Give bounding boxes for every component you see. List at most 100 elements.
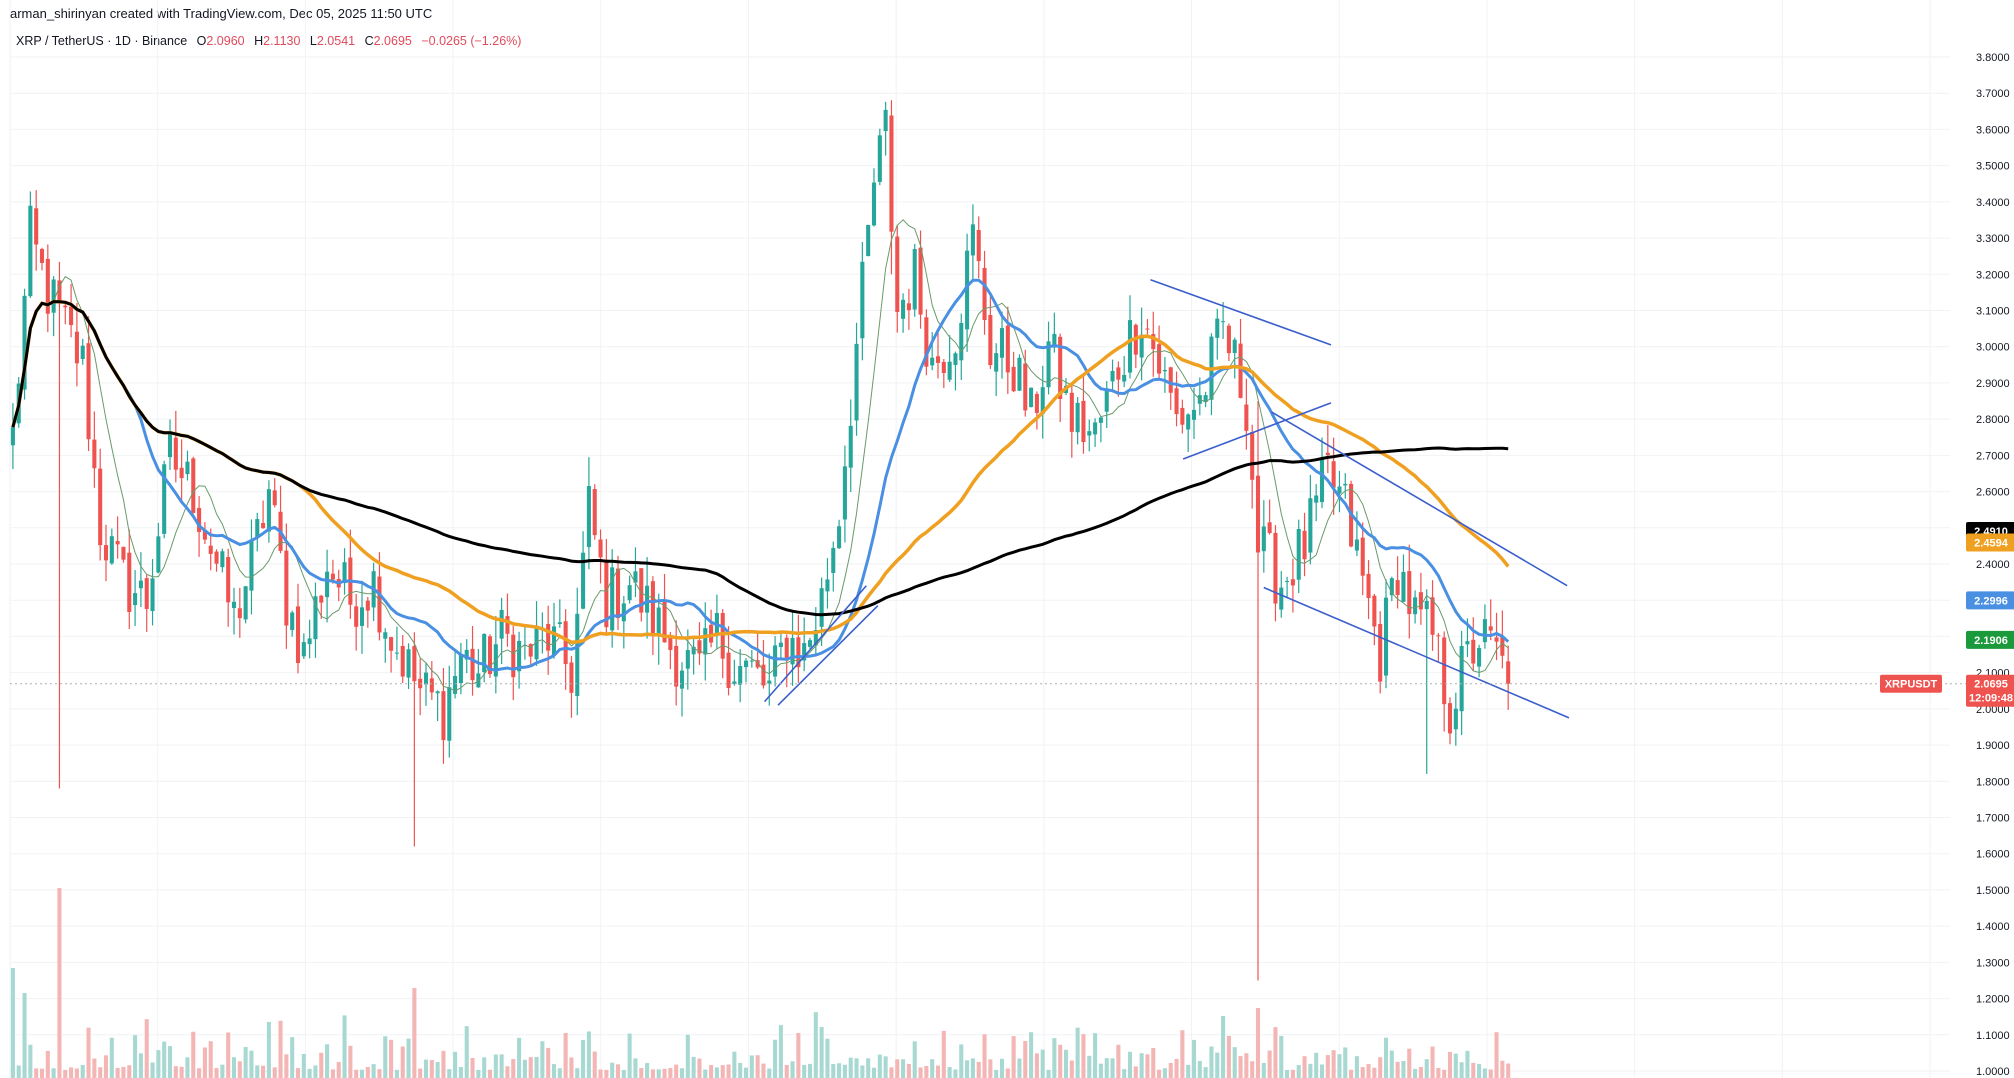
candle-body[interactable]: [1087, 431, 1092, 436]
candle-body[interactable]: [1337, 486, 1342, 494]
candle-body[interactable]: [377, 576, 382, 633]
candle-body[interactable]: [359, 607, 365, 626]
candle-body[interactable]: [976, 229, 981, 262]
candle-body[interactable]: [615, 568, 621, 619]
candle-body[interactable]: [1250, 431, 1255, 480]
candle-body[interactable]: [743, 660, 749, 668]
candle-body[interactable]: [197, 507, 202, 532]
candle-body[interactable]: [237, 608, 242, 619]
candle-body[interactable]: [394, 652, 399, 654]
trendline[interactable]: [1182, 402, 1332, 460]
candle-body[interactable]: [773, 645, 778, 677]
candle-body[interactable]: [86, 343, 91, 440]
candle-body[interactable]: [1162, 369, 1167, 372]
candle-body[interactable]: [266, 489, 271, 532]
candle-body[interactable]: [220, 551, 225, 568]
trendline[interactable]: [1150, 278, 1332, 346]
candle-body[interactable]: [935, 356, 941, 363]
candle-body[interactable]: [354, 606, 359, 627]
candle-body[interactable]: [1430, 597, 1435, 635]
candle-body[interactable]: [1424, 600, 1429, 610]
candle-body[interactable]: [674, 645, 679, 687]
candle-body[interactable]: [1040, 387, 1045, 414]
candle-body[interactable]: [226, 556, 231, 603]
symbol-label[interactable]: XRP / TetherUS · 1D · Binance: [16, 34, 188, 48]
candle-body[interactable]: [813, 630, 818, 646]
candle-body[interactable]: [534, 625, 539, 660]
candle-body[interactable]: [994, 353, 999, 372]
candle-body[interactable]: [557, 622, 562, 625]
candle-body[interactable]: [592, 489, 597, 536]
candle-body[interactable]: [1191, 409, 1197, 420]
candle-body[interactable]: [464, 649, 469, 660]
candle-body[interactable]: [261, 522, 266, 529]
candle-body[interactable]: [1325, 452, 1330, 455]
candle-body[interactable]: [383, 632, 388, 639]
trendline[interactable]: [763, 585, 867, 703]
candle-body[interactable]: [848, 425, 853, 468]
candle-body[interactable]: [1046, 341, 1051, 388]
candle-body[interactable]: [912, 249, 917, 310]
candle-body[interactable]: [144, 578, 149, 609]
candle-body[interactable]: [470, 648, 475, 681]
candle-body[interactable]: [243, 586, 248, 620]
candle-body[interactable]: [330, 573, 335, 580]
candle-body[interactable]: [1372, 595, 1377, 627]
candle-body[interactable]: [807, 640, 813, 647]
candle-body[interactable]: [429, 678, 434, 693]
candle-body[interactable]: [208, 545, 213, 554]
candle-body[interactable]: [947, 361, 952, 380]
candle-body[interactable]: [656, 607, 661, 637]
candle-body[interactable]: [1302, 530, 1307, 560]
candle-body[interactable]: [1442, 637, 1447, 705]
candle-body[interactable]: [1075, 402, 1080, 433]
candle-body[interactable]: [1232, 339, 1237, 353]
candle-body[interactable]: [121, 546, 126, 560]
candle-body[interactable]: [63, 305, 68, 308]
candle-body[interactable]: [109, 536, 114, 564]
candle-body[interactable]: [167, 431, 173, 458]
candle-body[interactable]: [1058, 336, 1063, 399]
candle-body[interactable]: [1459, 646, 1464, 712]
candle-body[interactable]: [319, 595, 324, 603]
candle-body[interactable]: [598, 539, 603, 558]
candle-body[interactable]: [918, 247, 923, 315]
candle-body[interactable]: [313, 596, 318, 640]
candle-body[interactable]: [342, 562, 347, 584]
candle-body[interactable]: [499, 609, 504, 639]
candle-body[interactable]: [295, 606, 301, 664]
candle-body[interactable]: [22, 295, 27, 390]
candle-body[interactable]: [150, 578, 155, 612]
candle-body[interactable]: [517, 640, 522, 672]
candle-body[interactable]: [1110, 370, 1115, 382]
trendlines[interactable]: [763, 278, 1570, 719]
candle-body[interactable]: [679, 670, 685, 689]
candle-body[interactable]: [930, 357, 935, 366]
candle-body[interactable]: [988, 315, 993, 366]
candle-body[interactable]: [255, 519, 260, 538]
candle-body[interactable]: [1453, 708, 1458, 730]
candle-body[interactable]: [895, 236, 900, 312]
candle-body[interactable]: [551, 626, 557, 656]
candle-body[interactable]: [1477, 647, 1482, 667]
candle-body[interactable]: [1506, 661, 1511, 684]
candle-body[interactable]: [1168, 367, 1173, 393]
candle-body[interactable]: [784, 637, 789, 661]
candle-body[interactable]: [1389, 578, 1394, 596]
candle-body[interactable]: [1500, 637, 1505, 656]
candle-body[interactable]: [749, 660, 754, 662]
candle-body[interactable]: [458, 653, 463, 684]
candle-body[interactable]: [1418, 592, 1423, 610]
candle-body[interactable]: [860, 261, 865, 339]
candle-body[interactable]: [953, 353, 958, 365]
candle-body[interactable]: [1122, 374, 1127, 382]
candle-body[interactable]: [1203, 395, 1208, 403]
candle-body[interactable]: [854, 343, 859, 421]
candle-body[interactable]: [1011, 366, 1016, 392]
candle-body[interactable]: [511, 634, 516, 678]
candle-body[interactable]: [51, 279, 56, 313]
candle-body[interactable]: [877, 135, 882, 182]
candle-body[interactable]: [162, 464, 167, 534]
candle-body[interactable]: [837, 526, 842, 549]
candle-body[interactable]: [581, 552, 586, 609]
